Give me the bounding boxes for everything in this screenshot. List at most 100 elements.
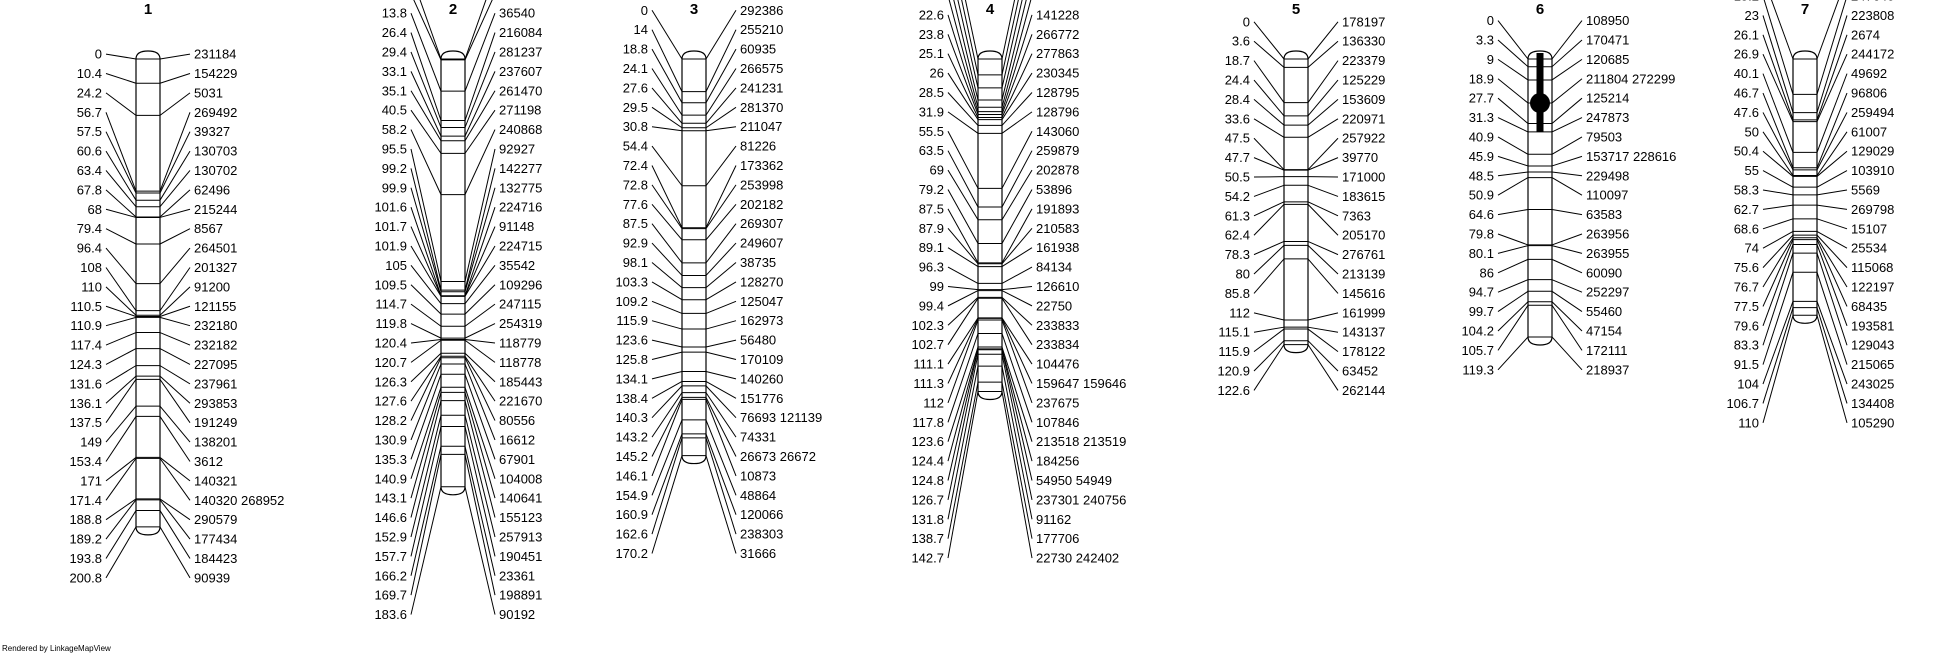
locus-markers: 211804 272299: [1586, 71, 1675, 86]
marker-connector: [159, 405, 191, 443]
marker-connector: [1001, 0, 1016, 60]
marker-id: 47154: [1586, 323, 1622, 338]
position-connector: [105, 131, 137, 194]
marker-id: 129043: [1851, 338, 1894, 353]
marker-id: 26672: [776, 449, 816, 464]
marker-id: 261470: [499, 83, 542, 98]
marker-connector: [464, 206, 496, 296]
marker-connector: [464, 387, 496, 479]
locus-markers: 130703: [194, 144, 237, 159]
locus-position: 50.4: [1734, 144, 1759, 159]
marker-id: 62496: [194, 182, 230, 197]
locus-markers: 255210: [740, 22, 783, 37]
locus-position: 50.5: [1225, 170, 1250, 185]
marker-id: 211047: [740, 119, 782, 134]
locus-position: 26: [930, 66, 944, 81]
locus-markers: 243025: [1851, 377, 1894, 392]
locus-position: 110.9: [70, 318, 102, 333]
locus-markers: 128270: [740, 274, 783, 289]
locus-markers: 81226: [740, 139, 776, 154]
locus-position: 63.5: [919, 143, 944, 158]
locus-markers: 38735: [740, 255, 776, 270]
position-connector: [1497, 301, 1529, 332]
position-connector: [947, 349, 979, 481]
position-connector: [1253, 118, 1285, 138]
marker-connector: [1001, 382, 1033, 539]
marker-connector: [705, 392, 737, 438]
locus-markers: 105290: [1851, 415, 1894, 430]
locus-markers: 39327: [194, 124, 230, 139]
locus-position: 140.3: [615, 410, 648, 425]
position-connector: [1763, 0, 1794, 95]
marker-connector: [159, 112, 191, 192]
marker-connector: [159, 72, 191, 84]
marker-id: 103910: [1851, 163, 1894, 178]
position-connector: [1497, 305, 1529, 351]
position-connector: [105, 458, 137, 501]
position-connector: [1253, 328, 1285, 353]
marker-connector: [1307, 157, 1339, 171]
marker-id: 242402: [1072, 551, 1119, 566]
locus-markers: 247873: [1586, 110, 1629, 125]
linkage-group-title: 4: [986, 1, 995, 18]
marker-connector: [1001, 348, 1033, 462]
marker-id: 218937: [1586, 362, 1629, 377]
marker-id: 142277: [499, 161, 542, 176]
locus-markers: 233833: [1036, 318, 1079, 333]
position-connector: [1497, 209, 1529, 216]
locus-position: 127.6: [374, 394, 407, 409]
locus-position: 111.1: [913, 357, 944, 372]
locus-position: 157.7: [374, 549, 407, 564]
marker-connector: [705, 351, 737, 360]
position-connector: [947, 34, 979, 115]
locus-position: 145.2: [615, 449, 648, 464]
position-connector: [651, 419, 683, 496]
linkage-group-title: 2: [449, 1, 457, 18]
marker-id: 257922: [1342, 131, 1385, 146]
position-connector: [947, 354, 979, 500]
position-connector: [1253, 344, 1285, 391]
marker-connector: [705, 455, 737, 554]
linkage-group-7: 709744215.22476402322380826.1267426.9244…: [1726, 0, 1894, 430]
marker-connector: [1551, 301, 1583, 332]
locus-position: 15.2: [1734, 0, 1759, 4]
locus-markers: 129029: [1851, 144, 1894, 159]
marker-connector: [1816, 112, 1848, 171]
locus-position: 112: [1229, 305, 1250, 320]
locus-markers: 264501: [194, 241, 237, 256]
position-connector: [651, 68, 683, 116]
locus-markers: 103910: [1851, 163, 1894, 178]
position-connector: [1253, 137, 1285, 171]
locus-position: 136.1: [69, 396, 102, 411]
marker-id: 233834: [1036, 337, 1079, 352]
marker-id: 153717: [1586, 149, 1629, 164]
marker-id: 259879: [1036, 143, 1079, 158]
locus-markers: 7363: [1342, 208, 1371, 223]
marker-id: 263955: [1586, 246, 1629, 261]
marker-connector: [464, 415, 496, 538]
locus-markers: 281237: [499, 44, 542, 59]
locus-markers: 80556: [499, 413, 535, 428]
marker-connector: [1551, 245, 1583, 254]
locus-markers: 109296: [499, 277, 542, 292]
locus-position: 29.5: [623, 100, 648, 115]
locus-position: 46.7: [1734, 86, 1759, 101]
marker-id: 223379: [1342, 53, 1385, 68]
linkage-group-title: 5: [1292, 1, 1300, 18]
marker-id: 48864: [740, 488, 776, 503]
locus-markers: 125229: [1342, 73, 1385, 88]
locus-markers: 128795: [1036, 85, 1079, 100]
locus-markers: 35542: [499, 258, 535, 273]
locus-position: 40.5: [382, 103, 407, 118]
marker-id: 5031: [194, 85, 223, 100]
marker-connector: [464, 32, 496, 121]
locus-position: 140.9: [374, 471, 407, 486]
locus-position: 131.6: [69, 376, 102, 391]
marker-connector: [464, 446, 496, 576]
marker-id: 177434: [194, 532, 237, 547]
marker-connector: [1551, 305, 1583, 351]
locus-position: 138.7: [911, 531, 944, 546]
locus-position: 94.7: [1469, 285, 1494, 300]
marker-id: 171000: [1342, 170, 1385, 185]
marker-id: 122197: [1851, 280, 1894, 295]
